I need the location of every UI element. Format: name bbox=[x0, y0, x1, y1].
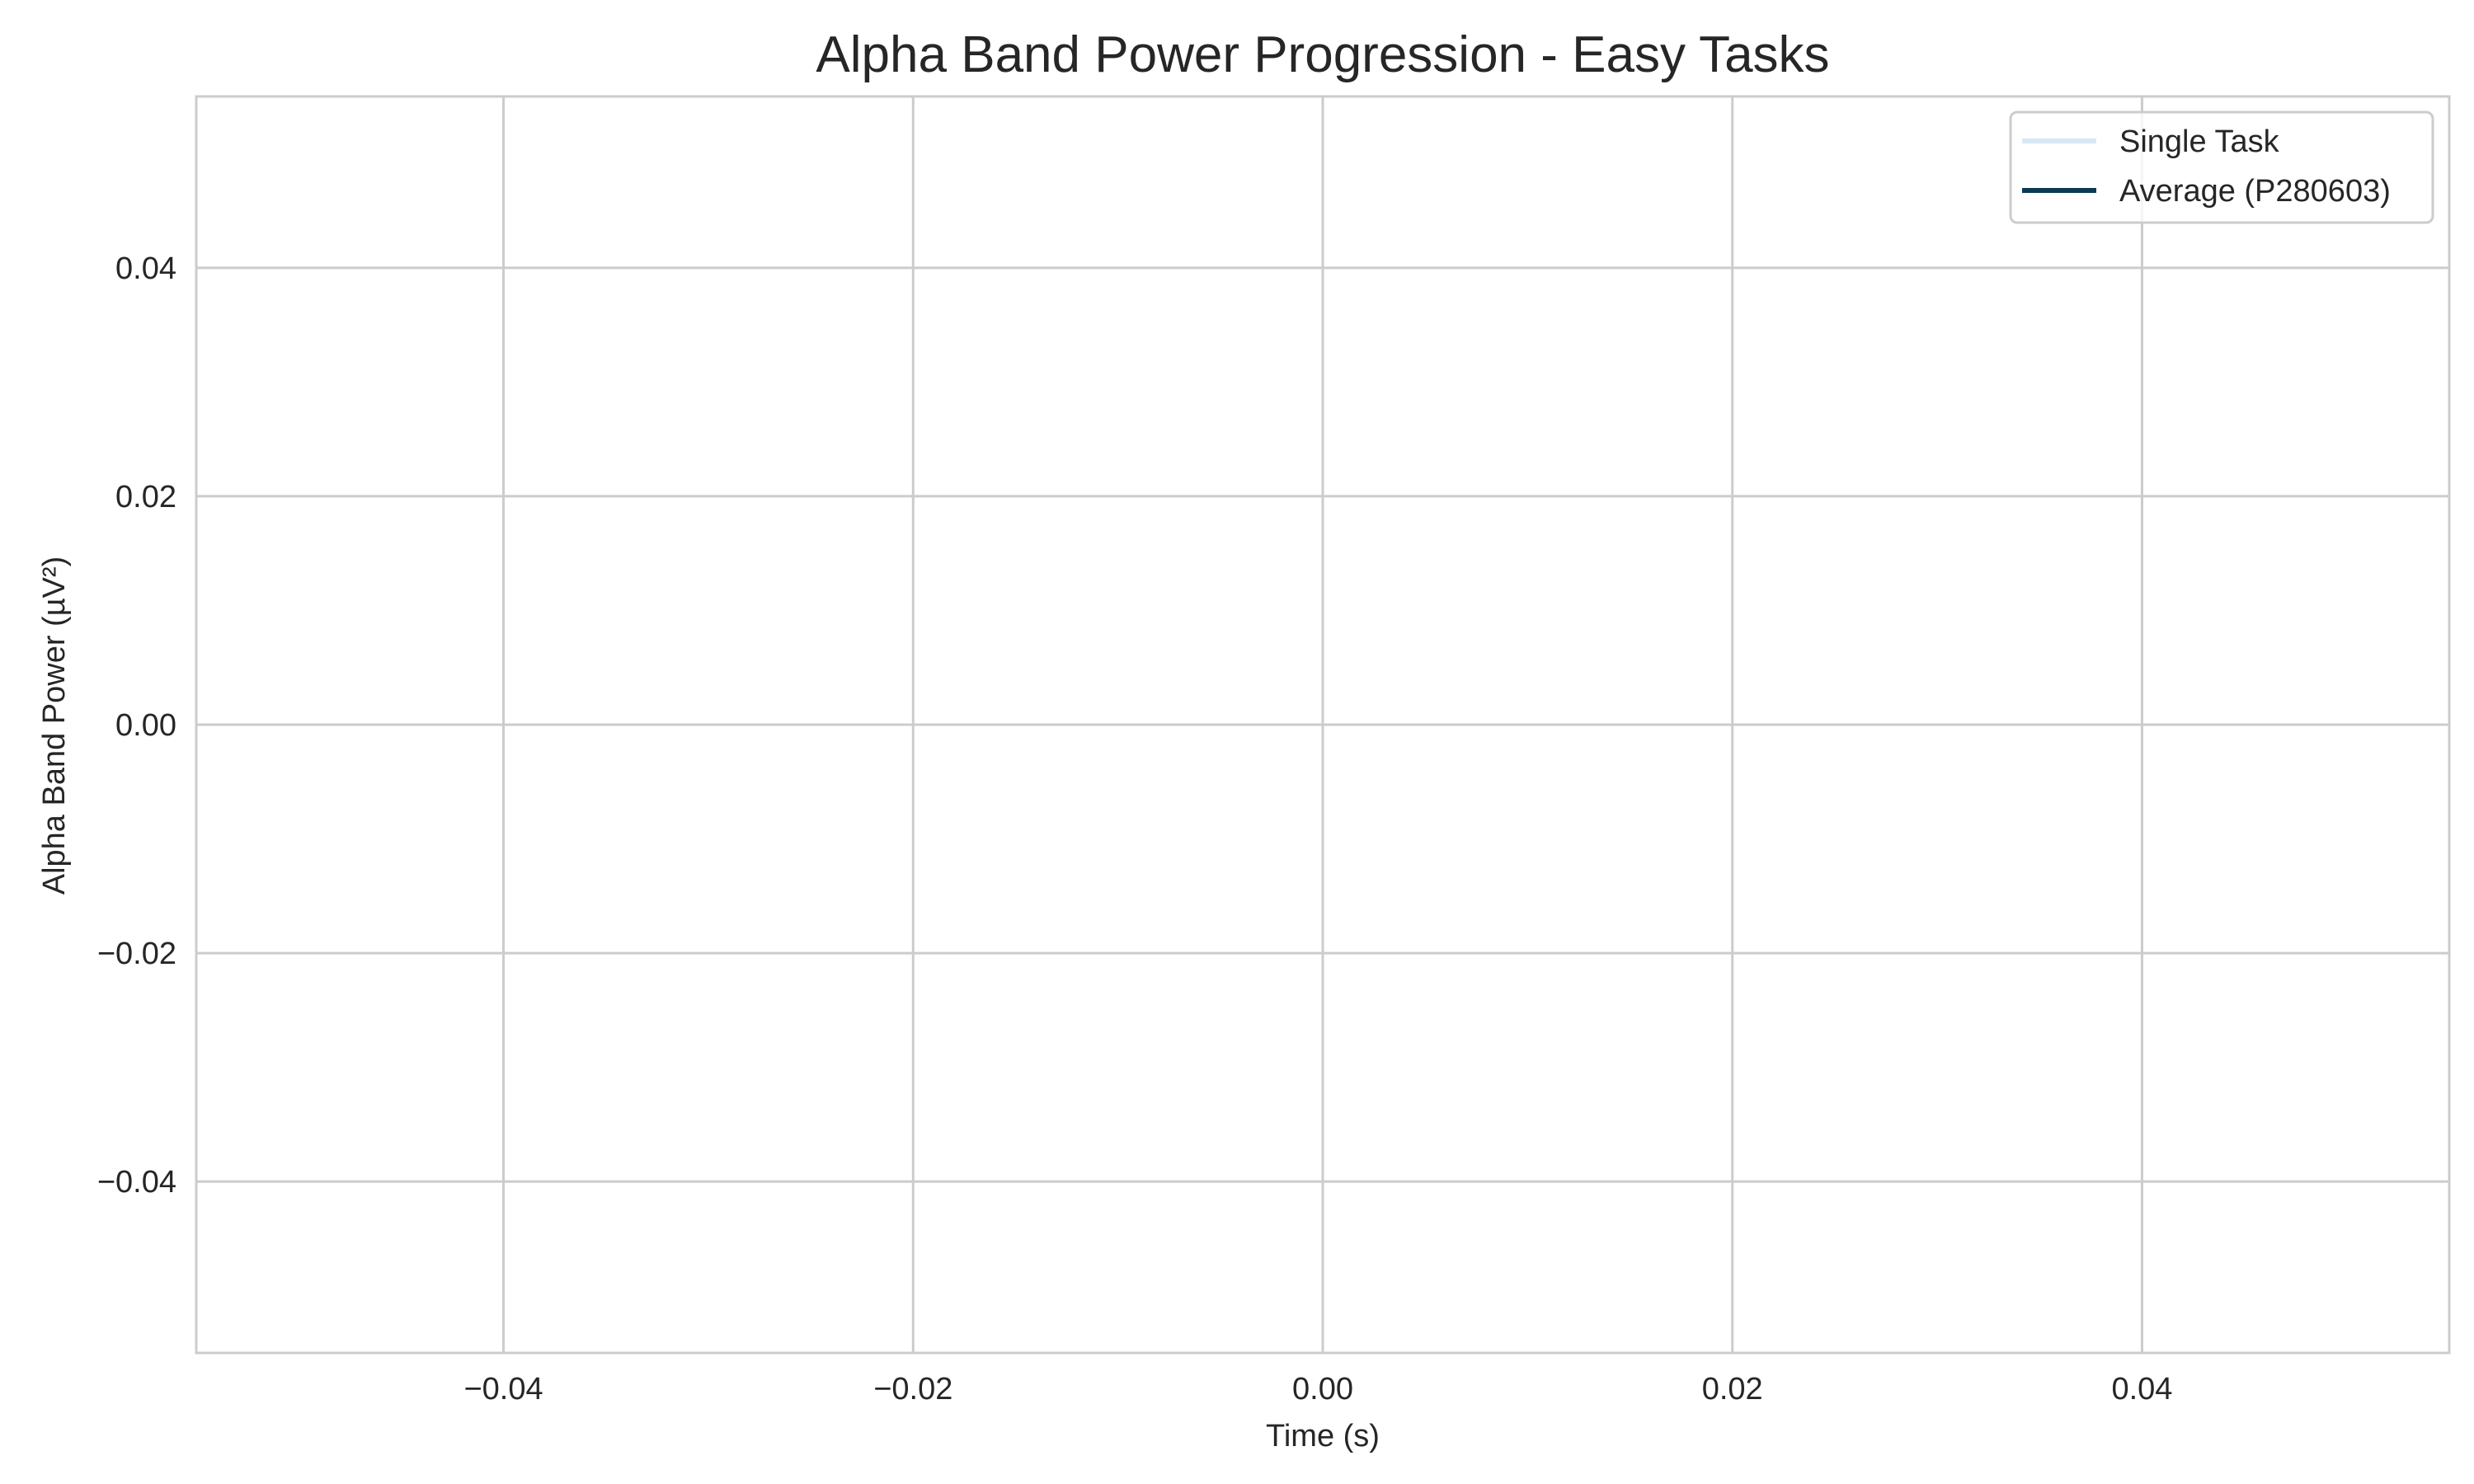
legend: Single Task Average (P280603) bbox=[2009, 110, 2434, 224]
y-axis-label: Alpha Band Power (µV²) bbox=[37, 556, 72, 895]
y-tick-label: −0.04 bbox=[97, 1165, 176, 1200]
legend-label-average: Average (P280603) bbox=[2119, 174, 2391, 209]
legend-box bbox=[2009, 110, 2434, 224]
x-tick-label: 0.02 bbox=[1702, 1372, 1763, 1407]
x-axis-label: Time (s) bbox=[1266, 1419, 1380, 1453]
y-grid bbox=[196, 266, 2449, 1183]
y-tick-label: 0.02 bbox=[115, 480, 176, 514]
y-tick-label: −0.02 bbox=[97, 937, 176, 971]
y-tick-labels: 0.04 0.02 0.00 −0.02 −0.04 bbox=[97, 251, 176, 1200]
legend-label-single-task: Single Task bbox=[2119, 124, 2280, 159]
x-tick-label: −0.04 bbox=[463, 1372, 543, 1407]
x-tick-label: 0.00 bbox=[1292, 1372, 1353, 1407]
x-tick-label: 0.04 bbox=[2111, 1372, 2172, 1407]
y-tick-label: 0.00 bbox=[115, 708, 176, 743]
x-tick-label: −0.02 bbox=[873, 1372, 952, 1407]
x-tick-labels: −0.04 −0.02 0.00 0.02 0.04 bbox=[463, 1372, 2172, 1407]
chart-title: Alpha Band Power Progression - Easy Task… bbox=[816, 26, 1829, 83]
y-tick-label: 0.04 bbox=[115, 251, 176, 286]
